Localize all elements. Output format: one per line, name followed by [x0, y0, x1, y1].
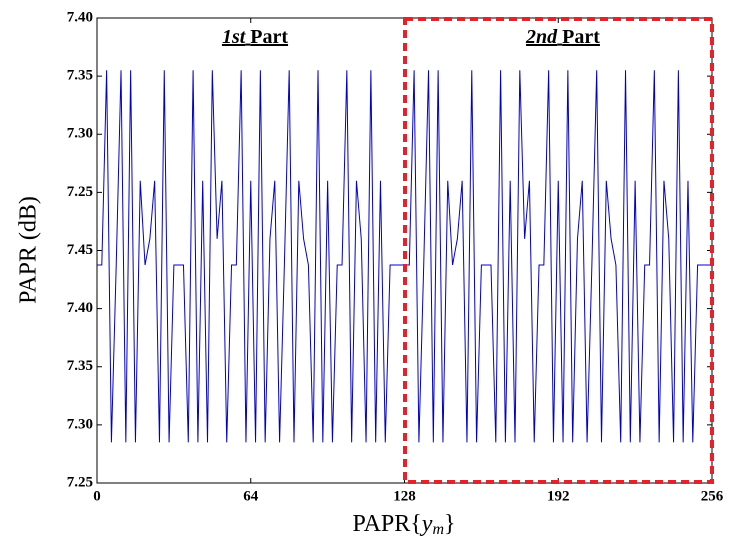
highlight-box [403, 17, 714, 484]
x-tick-label: 64 [243, 488, 259, 504]
y-axis-label: PAPR (dB) [16, 196, 42, 304]
x-tick-label: 0 [93, 488, 101, 504]
x-axis-label: PAPR{ym} [352, 511, 455, 538]
y-tick-label: 7.35 [67, 68, 93, 84]
annotation-text: Part [562, 26, 600, 48]
x-tick-label: 128 [393, 488, 416, 504]
y-tick-label: 7.30 [67, 416, 93, 432]
x-label-text: PAPR{ [352, 511, 421, 537]
y-tick-label: 7.45 [67, 242, 93, 258]
marks: 7.25 7.30 7.35 7.40 7.45 7.25 7.30 7.35 7.40 0 64 1… [67, 9, 724, 504]
x-tick-label: 192 [547, 488, 570, 504]
y-tick-label: 7.40 [67, 9, 93, 25]
x-tick-label: 256 [701, 488, 724, 504]
x-label-text: } [444, 511, 456, 537]
y-tick-label: 7.40 [67, 300, 93, 316]
x-label-sub: m [432, 521, 444, 538]
annotation-text: Part [250, 26, 288, 48]
y-tick-label: 7.30 [67, 126, 93, 142]
annotation: 2nd Part [525, 26, 600, 48]
x-label-var: y [420, 511, 433, 537]
annotation-em: 1st [222, 26, 247, 48]
annotation: 1st Part [222, 26, 288, 48]
y-tick-label: 7.25 [67, 474, 93, 490]
y-tick-label: 7.35 [67, 358, 93, 374]
annotation-em: 2nd [525, 26, 558, 48]
y-tick-label: 7.25 [67, 184, 93, 200]
